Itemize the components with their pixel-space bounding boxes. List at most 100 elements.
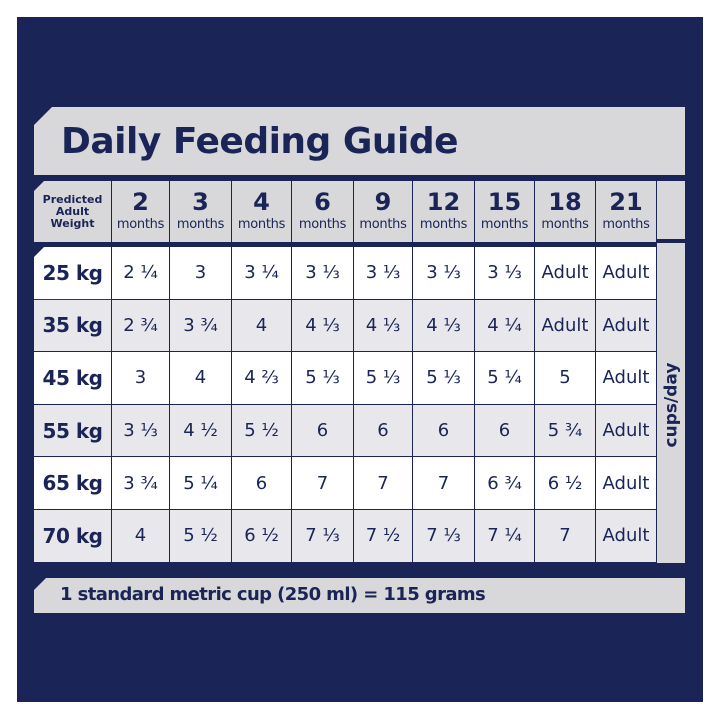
weight-cell: 45 kg [34,352,112,405]
cups-cell: 6 [354,404,413,458]
header-age-8: 21 months [596,181,657,243]
age-unit: months [176,217,225,232]
units-label: cups/day [657,247,685,563]
age-unit: months [480,217,529,232]
age-number: 9 [374,188,392,216]
age-number: 21 [609,188,643,216]
cups-cell: 5 ⅓ [292,352,354,405]
cups-cell: 3 ⅓ [112,404,170,458]
cups-cell: 5 ¼ [475,352,535,405]
weight-cell: 65 kg [34,457,112,510]
cups-cell: Adult [535,299,596,353]
header-separator [34,243,657,247]
cups-cell: Adult [596,404,657,458]
age-unit: months [298,217,347,232]
header-age-6: 15 months [475,181,535,243]
table-header-row: Predicted Adult Weight 2 months 3 months 4 mo… [34,181,685,243]
header-age-2: 4 months [232,181,292,243]
cups-cell: 3 ¾ [170,299,232,353]
cups-cell: 7 [413,457,475,510]
cups-cell: 7 ⅓ [292,510,354,563]
cups-cell: 3 ⅓ [413,247,475,300]
cups-cell: 4 ½ [170,404,232,458]
header-age-3: 6 months [292,181,354,243]
header-weight-line-2: Adult [55,204,90,218]
cups-cell: 6 ½ [535,457,596,510]
age-unit: months [602,217,650,232]
header-age-5: 12 months [413,181,475,243]
cups-cell: 6 [292,404,354,458]
weight-cell: 35 kg [34,299,112,353]
feeding-table: Predicted Adult Weight 2 months 3 months 4 mo… [34,181,685,563]
age-number: 3 [192,188,209,216]
cups-cell: 3 ¾ [112,457,170,510]
cups-cell: 4 ¼ [475,299,535,353]
cups-cell: 5 ¾ [535,404,596,458]
cups-cell: 7 ¼ [475,510,535,563]
cups-per-day-label: cups/day [661,362,682,448]
weight-cell: 25 kg [34,247,112,300]
side-column-header [657,181,685,243]
header-weight-line-3: Weight [50,216,95,230]
header-predicted-adult-weight: Predicted Adult Weight [34,181,112,243]
cups-cell: Adult [596,247,657,300]
cups-cell: 4 ⅓ [413,299,475,353]
cups-cell: 7 [535,510,596,563]
age-number: 15 [487,188,522,216]
cups-cell: 7 ½ [354,510,413,563]
title-banner: Daily Feeding Guide [34,107,685,175]
cups-cell: 5 ¼ [170,457,232,510]
cups-cell: Adult [596,352,657,405]
cups-cell: 7 [354,457,413,510]
header-age-7: 18 months [535,181,596,243]
cups-cell: 6 [413,404,475,458]
age-unit: months [237,217,286,232]
weight-cell: 55 kg [34,404,112,458]
cups-cell: 4 [170,352,232,405]
weight-cell: 70 kg [34,510,112,563]
cups-cell: 6 [232,457,292,510]
cups-cell: 3 [170,247,232,300]
cups-cell: 5 ⅓ [354,352,413,405]
cups-cell: Adult [596,299,657,353]
units-side-column: cups/day [657,181,685,563]
cups-cell: 5 [535,352,596,405]
cups-cell: 5 ½ [170,510,232,563]
cups-cell: 6 ¾ [475,457,535,510]
header-age-1: 3 months [170,181,232,243]
cups-cell: Adult [596,457,657,510]
age-unit: months [541,217,589,232]
cups-cell: 2 ¼ [112,247,170,300]
cups-cell: 3 ¼ [232,247,292,300]
cups-cell: Adult [535,247,596,300]
age-number: 12 [426,188,461,216]
header-weight-line-1: Predicted [42,192,103,206]
cups-cell: 7 ⅓ [413,510,475,563]
age-unit: months [359,217,407,232]
cups-cell: 5 ⅓ [413,352,475,405]
cups-cell: 7 [292,457,354,510]
cups-cell: 6 ½ [232,510,292,563]
cups-cell: 3 [112,352,170,405]
page-title: Daily Feeding Guide [61,121,459,162]
cups-cell: 4 [112,510,170,563]
cups-cell: 4 ⅓ [354,299,413,353]
age-number: 6 [314,188,331,216]
cups-cell: 6 [475,404,535,458]
cups-cell: Adult [596,510,657,563]
age-number: 18 [548,188,582,216]
age-unit: months [419,217,468,232]
cups-cell: 3 ⅓ [354,247,413,300]
cup-conversion-note: 1 standard metric cup (250 ml) = 115 gra… [60,584,486,605]
footer-banner: 1 standard metric cup (250 ml) = 115 gra… [34,578,685,613]
cups-cell: 2 ¾ [112,299,170,353]
age-number: 4 [253,188,270,216]
cups-cell: 3 ⅓ [292,247,354,300]
cups-cell: 4 ⅓ [292,299,354,353]
cups-cell: 3 ⅓ [475,247,535,300]
